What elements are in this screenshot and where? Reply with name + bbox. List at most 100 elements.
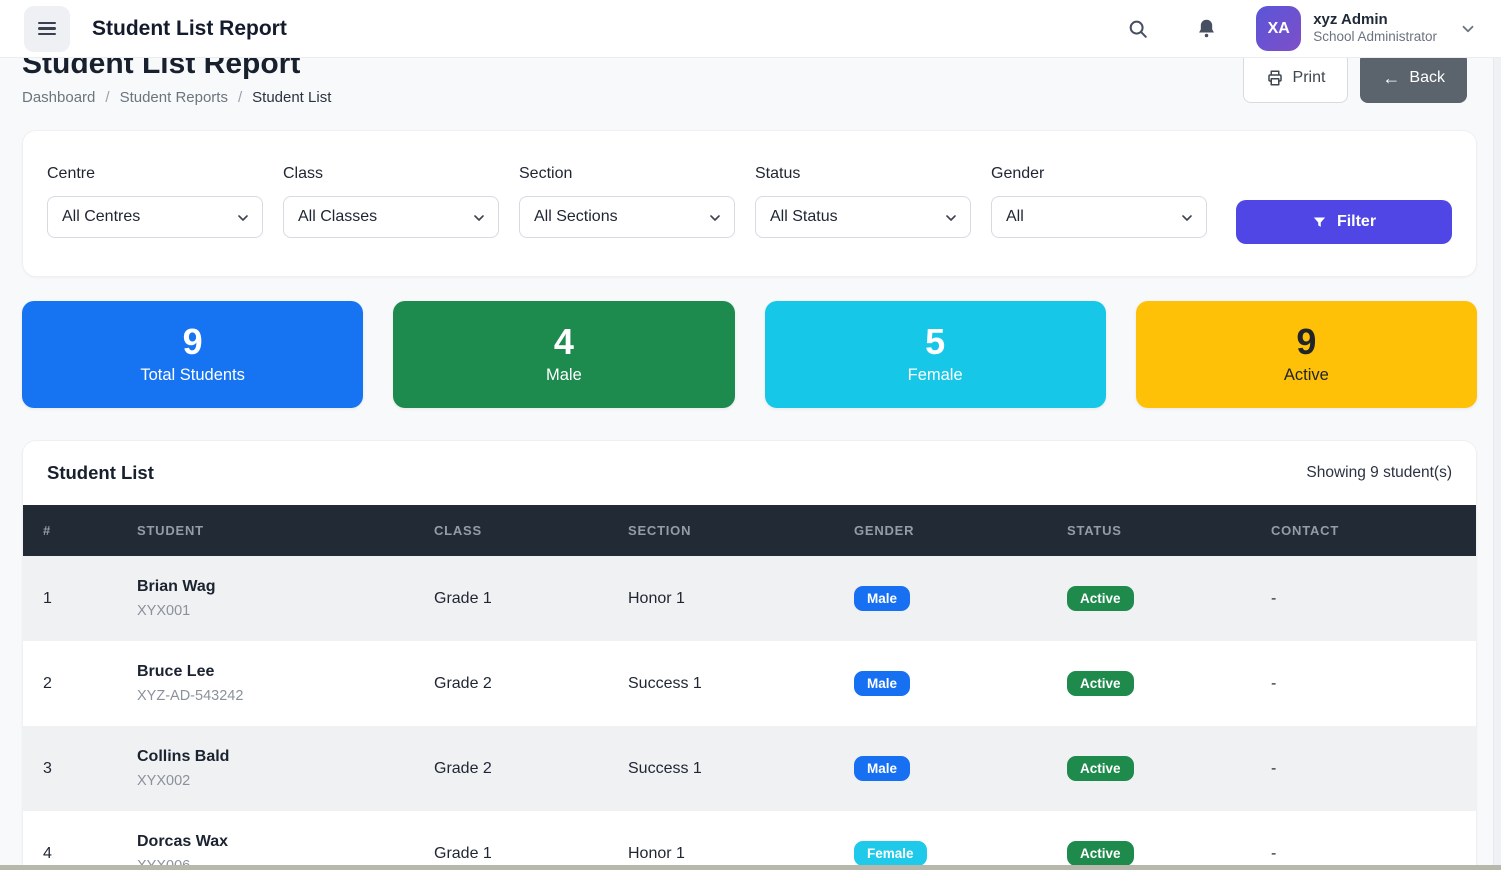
stat-label: Total Students: [140, 366, 245, 384]
section-cell: Success 1: [628, 674, 702, 692]
filter-button[interactable]: Filter: [1236, 200, 1452, 244]
filter-card: Centre All Centres Class All Classes: [22, 130, 1477, 277]
status-badge: Active: [1067, 841, 1134, 866]
student-code: XYZ-AD-543242: [137, 688, 244, 704]
topbar-actions: XA xyz Admin School Administrator: [1118, 6, 1477, 51]
breadcrumb-student-reports[interactable]: Student Reports: [119, 89, 228, 106]
vertical-scrollbar[interactable]: [1493, 0, 1501, 870]
back-button[interactable]: ← Back: [1360, 52, 1467, 103]
breadcrumb-dashboard[interactable]: Dashboard: [22, 89, 96, 106]
stat-value: 4: [553, 321, 574, 362]
bell-icon: [1198, 19, 1214, 38]
stat-label: Female: [907, 366, 963, 384]
stat-value: 9: [182, 321, 203, 362]
user-menu-button[interactable]: [1459, 20, 1477, 38]
stat-label: Active: [1283, 366, 1329, 384]
student-name: Brian Wag: [137, 578, 216, 595]
gender-badge: Female: [854, 841, 927, 866]
screen-bottom-edge: [0, 865, 1501, 870]
filter-field: Section All Sections: [519, 165, 735, 238]
class-cell: Grade 1: [434, 844, 492, 862]
hamburger-icon: [38, 21, 56, 25]
table-row[interactable]: 3 Collins Bald XYX002 Grade 2 Success 1 …: [23, 726, 1476, 811]
stat-card: 5 Female: [764, 301, 1106, 408]
row-number: 2: [43, 674, 52, 692]
filter-label: Gender: [991, 165, 1045, 182]
filter-select[interactable]: All Classes: [283, 196, 499, 238]
funnel-icon: [1313, 217, 1326, 227]
col-student: Student: [137, 523, 204, 538]
selected-value: All Centres: [62, 208, 141, 225]
chevron-down-icon: [1462, 25, 1474, 32]
status-cell: Active: [1047, 841, 1251, 866]
student-code: XYX002: [137, 773, 191, 789]
chevron-down-icon: [1182, 215, 1192, 221]
filter-field: Centre All Centres: [47, 165, 263, 238]
table-row[interactable]: 2 Bruce Lee XYZ-AD-543242 Grade 2 Succes…: [23, 641, 1476, 726]
row-number: 1: [43, 589, 52, 607]
page-actions: Print ← Back: [1242, 52, 1467, 103]
student-code: XYX001: [137, 603, 191, 619]
print-label: Print: [1292, 68, 1326, 86]
table-row[interactable]: 4 Dorcas Wax XYX006 Grade 1 Honor 1 Fema…: [23, 811, 1476, 870]
filter-field: Gender All: [991, 165, 1207, 238]
back-arrow-icon: ←: [1382, 67, 1401, 88]
student-count: Showing 9 student(s): [1306, 464, 1452, 481]
contact-cell: -: [1271, 759, 1277, 777]
student-list-header: Student List Showing 9 student(s): [23, 441, 1476, 505]
search-icon: [1129, 20, 1147, 38]
contact-cell: -: [1271, 674, 1277, 692]
gender-cell: Male: [834, 671, 1047, 696]
table-row[interactable]: 1 Brian Wag XYX001 Grade 1 Honor 1 Male …: [23, 556, 1476, 641]
student-cell: Brian Wag XYX001: [117, 578, 414, 619]
status-badge: Active: [1067, 756, 1134, 781]
selected-value: All Status: [770, 208, 838, 225]
contact-cell: -: [1271, 844, 1277, 862]
stat-card: 4 Male: [393, 301, 735, 408]
stat-value: 9: [1296, 321, 1317, 362]
status-cell: Active: [1047, 671, 1251, 696]
app-title: Student List Report: [92, 16, 287, 40]
breadcrumb-separator: /: [237, 89, 243, 106]
stat-card: 9 Active: [1135, 301, 1477, 408]
selected-value: All Sections: [534, 208, 618, 225]
stat-label: Male: [545, 366, 582, 384]
printer-icon: [1267, 70, 1282, 85]
back-label: Back: [1409, 68, 1445, 86]
section-cell: Honor 1: [628, 589, 685, 607]
selected-value: All: [1006, 208, 1024, 225]
student-name: Collins Bald: [137, 748, 230, 765]
col-number: #: [43, 523, 52, 538]
chevron-down-icon: [474, 215, 484, 221]
filter-field: Status All Status: [755, 165, 971, 238]
filter-field: Class All Classes: [283, 165, 499, 238]
filter-select[interactable]: All Centres: [47, 196, 263, 238]
stat-card: 9 Total Students: [22, 301, 364, 408]
menu-toggle-button[interactable]: [24, 5, 70, 52]
filter-select[interactable]: All Sections: [519, 196, 735, 238]
filter-select[interactable]: All: [991, 196, 1207, 238]
status-badge: Active: [1067, 671, 1134, 696]
gender-cell: Male: [834, 756, 1047, 781]
filter-select[interactable]: All Status: [755, 196, 971, 238]
notifications-button[interactable]: [1186, 9, 1226, 49]
class-cell: Grade 2: [434, 674, 492, 692]
breadcrumb-student-list: Student List: [252, 89, 332, 106]
status-cell: Active: [1047, 586, 1251, 611]
filter-label: Centre: [47, 165, 96, 182]
gender-badge: Male: [854, 671, 911, 696]
student-code: XYX006: [137, 858, 191, 870]
print-button[interactable]: Print: [1242, 52, 1349, 103]
col-section: Section: [628, 523, 692, 538]
student-list-title: Student List: [47, 462, 154, 483]
search-button[interactable]: [1118, 9, 1158, 49]
col-contact: Contact: [1271, 523, 1340, 538]
gender-badge: Male: [854, 756, 911, 781]
breadcrumb-separator: /: [105, 89, 110, 106]
student-name: Bruce Lee: [137, 663, 215, 680]
user-avatar[interactable]: XA: [1256, 6, 1302, 51]
chevron-down-icon: [710, 215, 720, 221]
chevron-down-icon: [238, 215, 248, 221]
row-number: 3: [43, 759, 52, 777]
table-body: 1 Brian Wag XYX001 Grade 1 Honor 1 Male …: [23, 556, 1476, 870]
